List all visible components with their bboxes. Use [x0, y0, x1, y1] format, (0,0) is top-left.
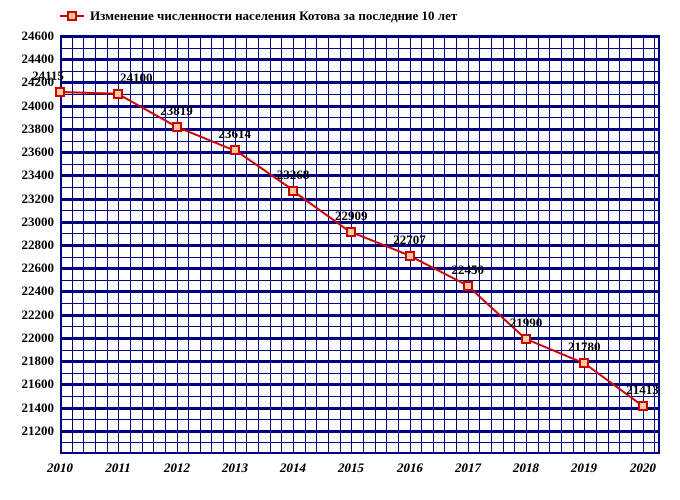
- x-tick-label: 2019: [570, 460, 599, 476]
- y-tick-label: 21400: [22, 400, 61, 416]
- y-tick-label: 24000: [22, 98, 61, 114]
- x-tick-label: 2018: [511, 460, 540, 476]
- grid-horizontal: [60, 430, 660, 433]
- grid-horizontal: [60, 35, 660, 38]
- y-tick-label: 22200: [22, 307, 61, 323]
- grid-horizontal: [60, 58, 660, 61]
- y-tick-label: 21200: [22, 423, 61, 439]
- series-marker: [288, 186, 298, 196]
- y-tick-label: 23800: [22, 121, 61, 137]
- grid-horizontal-minor: [60, 164, 660, 165]
- plot-area: 2411524100238192361423268229092270722450…: [60, 36, 660, 454]
- grid-horizontal: [60, 290, 660, 293]
- y-tick-label: 23000: [22, 214, 61, 230]
- value-label: 21990: [510, 315, 543, 331]
- x-tick-label: 2014: [278, 460, 307, 476]
- grid-horizontal-minor: [60, 117, 660, 118]
- grid-horizontal-minor: [60, 141, 660, 142]
- x-tick-label: 2020: [628, 460, 657, 476]
- y-tick-label: 24400: [22, 51, 61, 67]
- value-label: 22909: [335, 208, 368, 224]
- value-label: 23819: [160, 103, 193, 119]
- grid-horizontal-minor: [60, 280, 660, 281]
- grid-horizontal: [60, 267, 660, 270]
- value-label: 22450: [452, 262, 485, 278]
- series-marker: [230, 145, 240, 155]
- grid-horizontal-minor: [60, 419, 660, 420]
- y-tick-label: 21600: [22, 376, 61, 392]
- series-marker: [172, 122, 182, 132]
- y-tick-label: 23200: [22, 191, 61, 207]
- grid-horizontal: [60, 360, 660, 363]
- grid-horizontal-minor: [60, 48, 660, 49]
- value-label: 23614: [219, 126, 252, 142]
- y-tick-label: 21800: [22, 353, 61, 369]
- chart-root: Изменение численности населения Котова з…: [0, 0, 680, 500]
- legend: Изменение численности населения Котова з…: [60, 8, 457, 24]
- grid-horizontal-minor: [60, 373, 660, 374]
- y-tick-label: 24200: [22, 74, 61, 90]
- series-marker: [463, 281, 473, 291]
- grid-horizontal: [60, 128, 660, 131]
- x-tick-label: 2015: [337, 460, 366, 476]
- grid-horizontal: [60, 174, 660, 177]
- grid-horizontal: [60, 105, 660, 108]
- grid-horizontal: [60, 314, 660, 317]
- x-tick-label: 2016: [395, 460, 424, 476]
- y-tick-label: 22800: [22, 237, 61, 253]
- grid-horizontal-minor: [60, 326, 660, 327]
- grid-horizontal-minor: [60, 257, 660, 258]
- grid-horizontal: [60, 244, 660, 247]
- x-tick-label: 2017: [453, 460, 482, 476]
- series-marker: [579, 358, 589, 368]
- x-tick-label: 2012: [162, 460, 191, 476]
- series-marker: [346, 227, 356, 237]
- value-label: 21413: [626, 382, 659, 398]
- legend-label: Изменение численности населения Котова з…: [90, 8, 457, 24]
- grid-horizontal-minor: [60, 396, 660, 397]
- legend-marker-icon: [60, 11, 84, 21]
- series-marker: [638, 401, 648, 411]
- value-label: 22707: [393, 232, 426, 248]
- x-tick-label: 2013: [220, 460, 249, 476]
- grid-horizontal-minor: [60, 303, 660, 304]
- series-marker: [521, 334, 531, 344]
- y-tick-label: 22400: [22, 283, 61, 299]
- y-tick-label: 22000: [22, 330, 61, 346]
- grid-horizontal-minor: [60, 442, 660, 443]
- grid-horizontal-minor: [60, 187, 660, 188]
- value-label: 23268: [277, 167, 310, 183]
- value-label: 21780: [568, 339, 601, 355]
- series-marker: [405, 251, 415, 261]
- grid-horizontal: [60, 198, 660, 201]
- grid-horizontal: [60, 383, 660, 386]
- grid-horizontal: [60, 151, 660, 154]
- y-tick-label: 23400: [22, 167, 61, 183]
- x-tick-label: 2010: [45, 460, 74, 476]
- series-marker: [113, 89, 123, 99]
- grid-horizontal: [60, 407, 660, 410]
- y-tick-label: 24600: [22, 28, 61, 44]
- y-tick-label: 23600: [22, 144, 61, 160]
- y-tick-label: 22600: [22, 260, 61, 276]
- value-label: 24100: [120, 70, 153, 86]
- grid-horizontal-minor: [60, 94, 660, 95]
- x-tick-label: 2011: [104, 460, 133, 476]
